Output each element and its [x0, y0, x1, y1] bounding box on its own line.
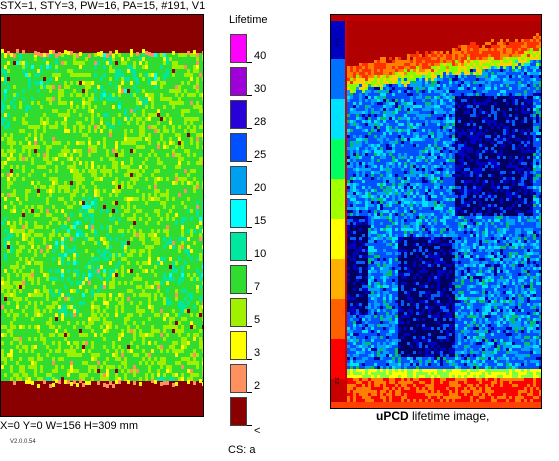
- measurement-parameters: STX=1, STY=3, PW=16, PA=15, #191, V1: [0, 0, 206, 12]
- legend-tick: [247, 359, 252, 360]
- legend-label: 30: [254, 83, 267, 95]
- legend-label: 20: [254, 182, 267, 194]
- legend-tick: [247, 227, 252, 228]
- legend-label: 15: [254, 215, 267, 227]
- legend-tick: [247, 425, 252, 426]
- legend-label: 25: [254, 149, 267, 161]
- legend-title: Lifetime: [229, 14, 268, 26]
- legend-tick: [247, 161, 252, 162]
- legend-swatch[interactable]: [230, 100, 247, 129]
- caption-rest: lifetime image,: [408, 409, 490, 423]
- legend-tick: [247, 392, 252, 393]
- legend-swatch[interactable]: [230, 397, 247, 426]
- legend-swatch[interactable]: [230, 67, 247, 96]
- legend-swatch[interactable]: [230, 232, 247, 261]
- legend-swatch[interactable]: [230, 34, 247, 63]
- legend-swatch[interactable]: [230, 133, 247, 162]
- legend-swatch[interactable]: [230, 166, 247, 195]
- legend-label: 28: [254, 116, 267, 128]
- lifetime-legend: Lifetime 40 30 28 25 20 15 10 7 5 3 2 <: [226, 14, 286, 460]
- legend-tick: [247, 293, 252, 294]
- legend-label: 3: [254, 347, 261, 359]
- scale-bottom-label: 3.2: [333, 377, 339, 384]
- legend-tick: [247, 95, 252, 96]
- upcd-caption: uPCD lifetime image,: [376, 409, 489, 423]
- legend-label: 2: [254, 380, 261, 392]
- upcd-image-canvas: 0.4 3.2: [331, 15, 541, 408]
- legend-tick: [247, 128, 252, 129]
- upcd-lifetime-image: 0.4 3.2: [330, 14, 542, 409]
- legend-swatch[interactable]: [230, 331, 247, 360]
- legend-swatch[interactable]: [230, 265, 247, 294]
- legend-arrow[interactable]: <: [254, 425, 261, 437]
- legend-tick: [247, 62, 252, 63]
- coordinates-readout: X=0 Y=0 W=156 H=309 mm: [0, 420, 138, 432]
- legend-label: 40: [254, 50, 267, 62]
- legend-tick: [247, 194, 252, 195]
- caption-bold: uPCD: [376, 409, 409, 423]
- scale-top-label: 0.4: [333, 39, 339, 46]
- lifetime-map-canvas: [1, 15, 203, 416]
- legend-swatch[interactable]: [230, 199, 247, 228]
- legend-label: 7: [254, 281, 261, 293]
- legend-swatch[interactable]: [230, 298, 247, 327]
- legend-tick: [247, 326, 252, 327]
- legend-tick: [247, 260, 252, 261]
- legend-swatch[interactable]: [230, 364, 247, 393]
- legend-label: 10: [254, 248, 267, 260]
- lifetime-map-left[interactable]: [0, 14, 204, 417]
- color-scale-label: CS: a: [228, 444, 256, 456]
- legend-label: 5: [254, 314, 261, 326]
- version-label: V2.0.0.54: [10, 439, 36, 445]
